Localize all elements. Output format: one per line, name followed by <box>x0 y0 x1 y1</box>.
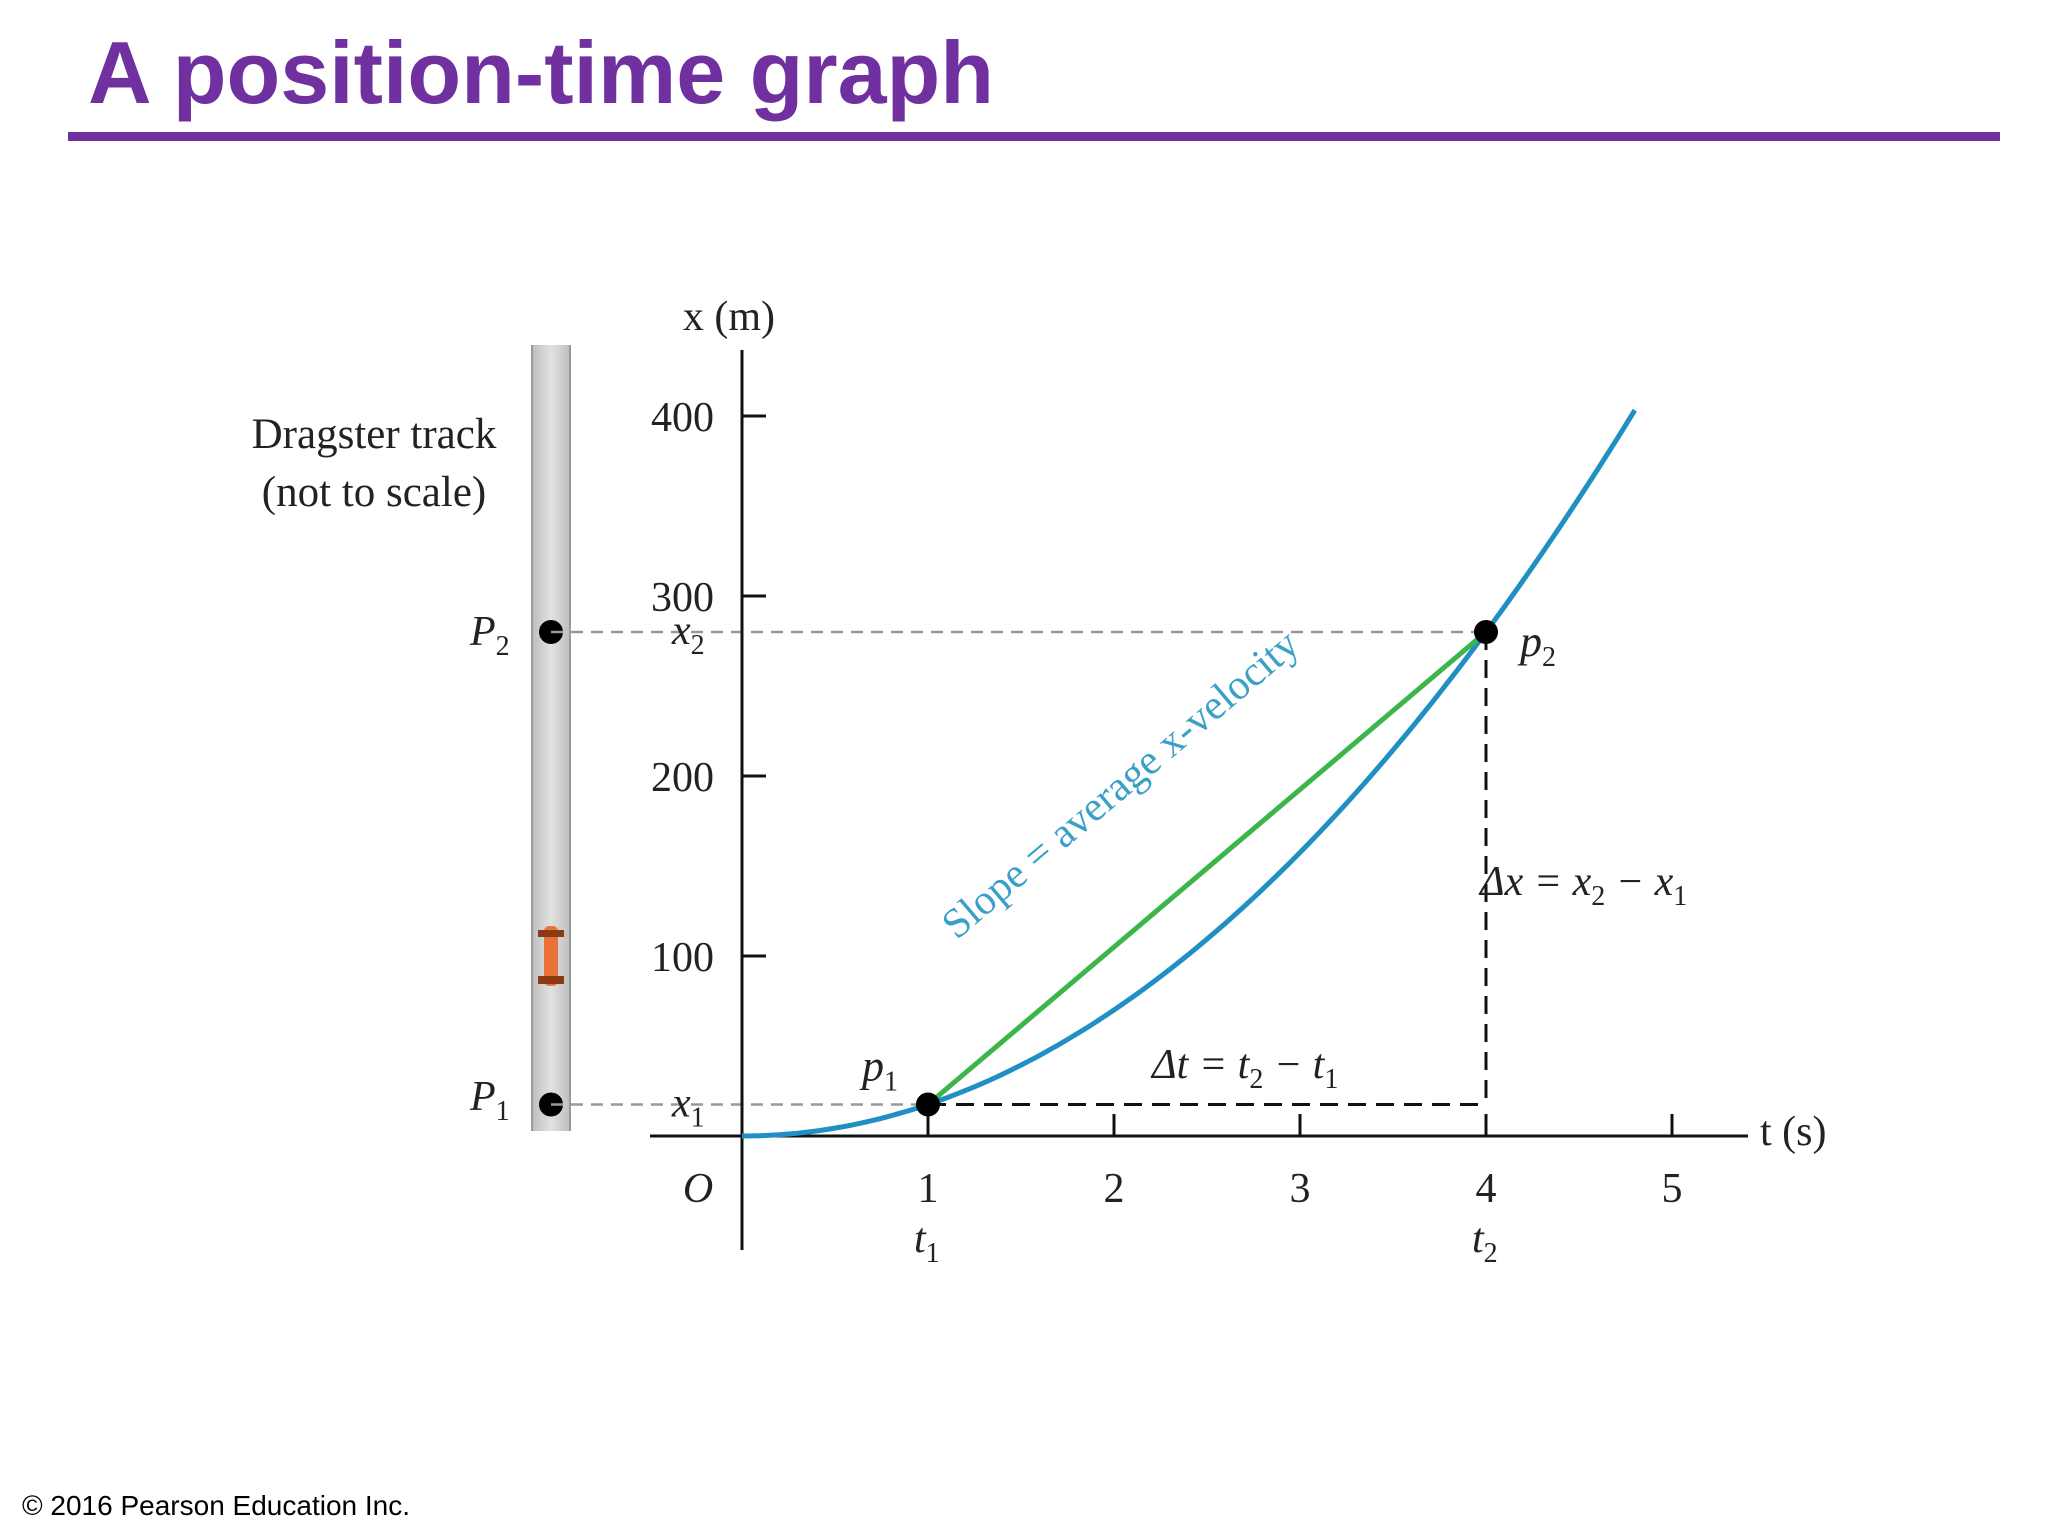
position-curve <box>741 408 1637 1139</box>
position-label-x2: x2 <box>671 608 705 661</box>
track-label-line2: (not to scale) <box>262 469 486 516</box>
track-strip <box>532 345 570 1131</box>
point-label-p2: p2 <box>1517 617 1556 673</box>
time-label-t1: t1 <box>914 1216 940 1269</box>
y-tick-label-200: 200 <box>651 755 714 801</box>
point-p1 <box>916 1092 940 1117</box>
y-axis-ticks: 100 200 300 400 <box>651 395 766 981</box>
title-divider <box>68 132 2000 141</box>
data-points: p1 t1 x1 p2 t2 x2 <box>671 608 1556 1269</box>
point-label-p1: p1 <box>859 1042 898 1098</box>
position-label-x1: x1 <box>671 1081 705 1134</box>
delta-t-annotation: Δt = t2 − t1 <box>1150 1042 1338 1095</box>
track-p1-label: P1 <box>469 1074 510 1127</box>
x-axis-ticks: O 1 2 3 4 5 <box>683 1114 1683 1212</box>
copyright-notice: © 2016 Pearson Education Inc. <box>22 1490 410 1521</box>
x-tick-label-4: 4 <box>1476 1166 1497 1212</box>
dragster-track: Dragster track (not to scale) P1 P2 <box>252 345 571 1131</box>
x-tick-label-2: 2 <box>1104 1166 1125 1212</box>
slide-title: A position-time graph <box>88 23 995 122</box>
secant-line <box>926 630 1488 1107</box>
x-tick-label-O: O <box>683 1166 713 1212</box>
point-p2 <box>1474 620 1498 644</box>
y-axis-label: x (m) <box>683 294 775 340</box>
x-tick-label-3: 3 <box>1290 1166 1311 1212</box>
x-axis-label: t (s) <box>1760 1109 1827 1155</box>
track-p2-label: P2 <box>469 609 510 662</box>
dragster-car-icon <box>538 926 564 986</box>
y-tick-label-100: 100 <box>651 935 714 981</box>
delta-x-annotation: Δx = x2 − x1 <box>1478 859 1687 912</box>
x-tick-label-1: 1 <box>918 1166 939 1212</box>
y-tick-label-300: 300 <box>651 575 714 621</box>
time-label-t2: t2 <box>1472 1216 1498 1269</box>
y-tick-label-400: 400 <box>651 395 714 441</box>
x-tick-label-5: 5 <box>1662 1166 1683 1212</box>
track-label-line1: Dragster track <box>252 411 497 458</box>
